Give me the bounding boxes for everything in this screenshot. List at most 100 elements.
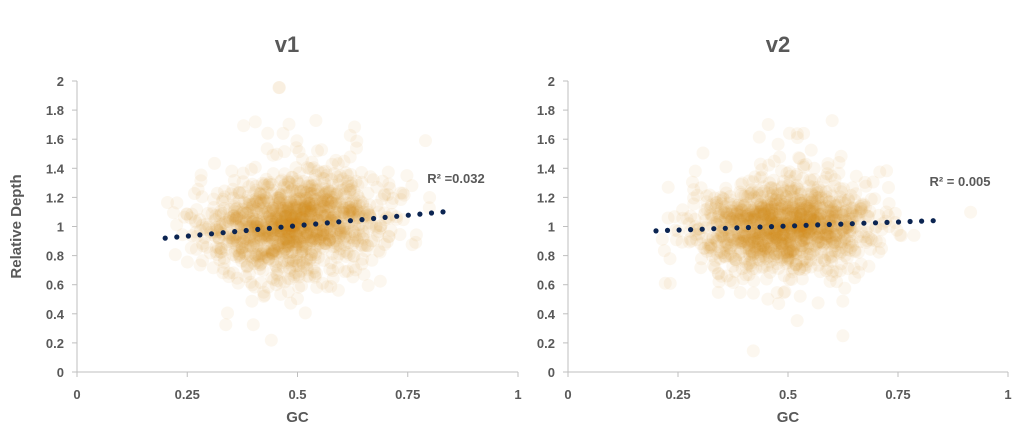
data-point — [260, 228, 274, 242]
data-point — [333, 224, 347, 238]
trendline-dot — [930, 218, 936, 224]
data-point — [347, 250, 361, 263]
data-point — [222, 235, 236, 248]
data-point — [230, 234, 244, 248]
data-point — [316, 228, 330, 242]
data-point — [309, 178, 323, 192]
data-point — [351, 234, 365, 248]
data-point — [269, 214, 283, 228]
data-point — [275, 201, 289, 215]
y-axis-label: Relative Depth — [8, 174, 25, 278]
data-point — [299, 227, 313, 241]
data-point — [333, 242, 347, 256]
data-point — [320, 209, 333, 223]
data-point — [249, 192, 263, 206]
data-point — [273, 242, 286, 256]
data-point — [308, 270, 322, 284]
data-point — [274, 287, 288, 301]
data-point — [284, 296, 298, 310]
data-point — [287, 225, 301, 239]
data-point — [305, 186, 319, 200]
data-point — [228, 198, 242, 212]
data-point — [266, 254, 280, 268]
data-point — [357, 267, 371, 281]
data-point — [294, 192, 308, 206]
data-point — [263, 209, 276, 223]
data-point — [170, 218, 184, 232]
data-point — [328, 188, 342, 202]
data-point — [360, 203, 374, 217]
data-point — [274, 215, 288, 229]
data-point — [324, 203, 338, 216]
data-point — [285, 212, 299, 226]
data-point — [262, 195, 276, 209]
data-point — [308, 232, 322, 246]
data-point — [254, 186, 268, 200]
data-point — [316, 209, 330, 223]
data-point — [262, 252, 275, 266]
data-point — [237, 119, 251, 133]
data-point — [264, 242, 278, 256]
trendline-dot — [653, 228, 659, 234]
chart-title: v1 — [275, 32, 299, 57]
data-point — [300, 191, 314, 205]
trendline-dot — [347, 218, 353, 224]
data-point — [254, 195, 268, 209]
data-point — [246, 212, 260, 226]
data-point — [348, 234, 361, 248]
data-point — [311, 204, 325, 218]
data-point — [258, 177, 272, 191]
data-point — [293, 185, 307, 198]
data-point — [309, 266, 323, 280]
data-point — [228, 214, 242, 228]
data-point — [304, 197, 318, 211]
data-point — [317, 188, 331, 202]
trendline-dot — [301, 222, 307, 228]
data-point — [324, 173, 338, 186]
data-point — [245, 278, 259, 292]
trendline-dot — [255, 226, 261, 232]
data-point — [256, 227, 270, 241]
data-point — [316, 209, 330, 223]
data-point — [305, 205, 318, 219]
data-point — [339, 249, 353, 263]
data-point — [320, 168, 334, 182]
data-point — [356, 219, 370, 232]
data-point — [255, 247, 269, 261]
data-point — [783, 126, 796, 140]
data-point — [237, 230, 251, 244]
data-point — [207, 201, 221, 214]
data-point — [893, 228, 907, 242]
data-point — [247, 236, 261, 249]
data-point — [216, 192, 230, 206]
data-point — [283, 264, 297, 277]
data-point — [292, 210, 305, 223]
y-tick-label: 0.4 — [46, 307, 65, 322]
data-point — [339, 181, 353, 195]
data-point — [248, 231, 262, 245]
data-point — [282, 201, 296, 215]
data-point — [231, 244, 245, 258]
data-point — [249, 195, 263, 209]
data-point — [350, 141, 363, 155]
data-point — [338, 238, 351, 252]
data-point — [304, 203, 318, 217]
data-point — [268, 244, 282, 258]
data-point — [218, 184, 231, 198]
scatter-points — [655, 114, 978, 358]
data-point — [251, 254, 265, 268]
data-point — [303, 207, 317, 221]
data-point — [294, 207, 308, 221]
data-point — [285, 197, 299, 211]
data-point — [324, 208, 338, 222]
data-point — [247, 216, 260, 230]
data-point — [333, 169, 347, 183]
data-point — [295, 255, 309, 269]
data-point — [295, 211, 308, 225]
data-point — [212, 241, 226, 255]
data-point — [275, 256, 288, 270]
data-point — [287, 254, 300, 268]
trendline-dot — [278, 224, 284, 230]
data-point — [289, 227, 303, 241]
